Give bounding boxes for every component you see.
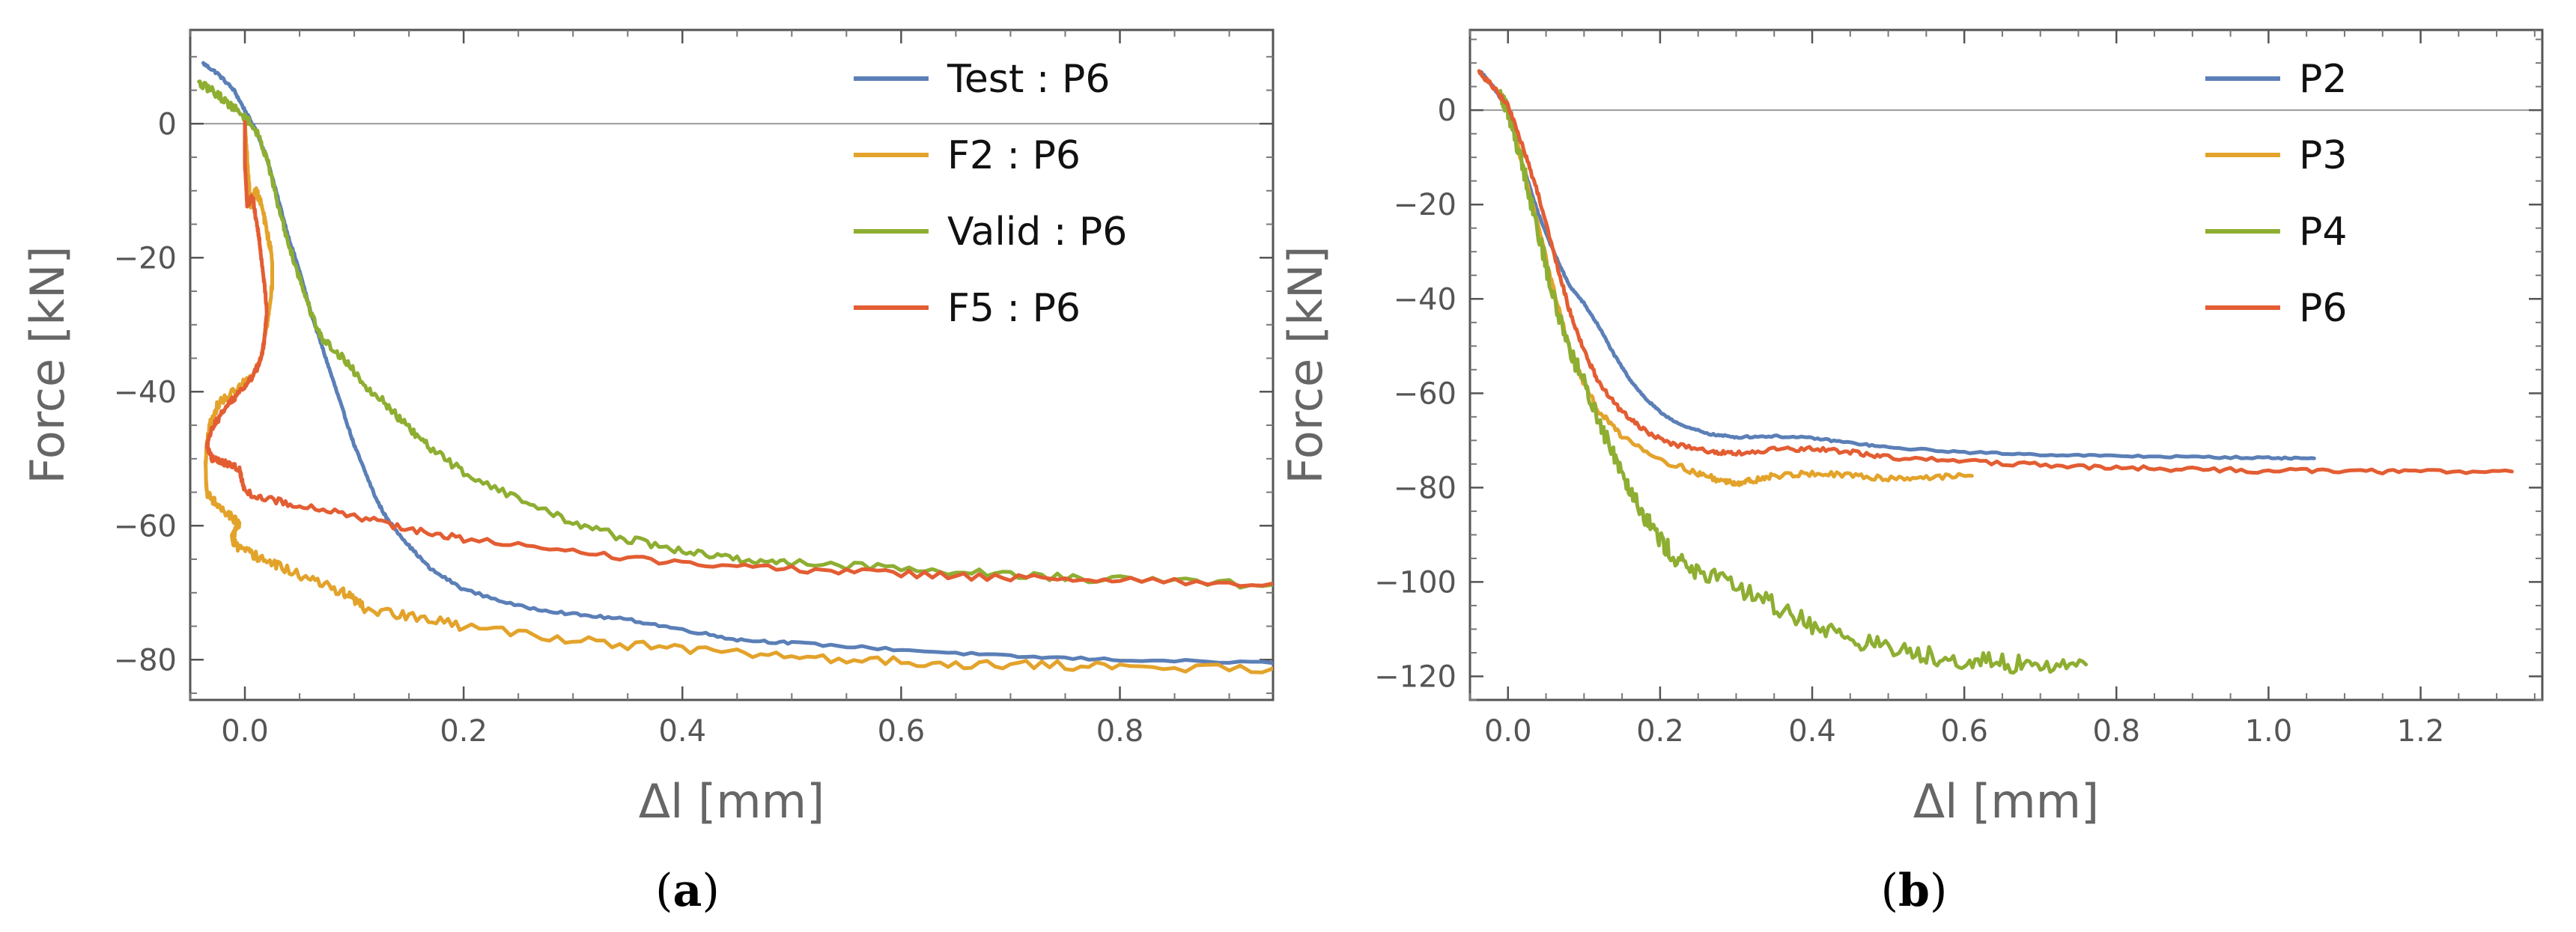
- y-tick-label: −20: [1394, 188, 1456, 222]
- x-axis-title: Δl [mm]: [1913, 774, 2100, 829]
- y-tick-label: −80: [1394, 471, 1456, 505]
- series-line-f2-p6: [203, 120, 1273, 674]
- legend: Test : P6 F2 : P6 Valid : P6 F5 : P6: [854, 57, 1127, 331]
- series-line-p6: [1477, 69, 2514, 476]
- plot-frame: [189, 28, 1275, 701]
- legend-label: P6: [2299, 286, 2347, 331]
- subfigure-caption: (b): [1881, 865, 1948, 917]
- y-axis-title: Force [kN]: [20, 246, 75, 484]
- y-axis-title: Force [kN]: [1278, 246, 1333, 484]
- y-tick-label: −60: [1394, 377, 1456, 411]
- x-tick-label: 0.6: [1940, 714, 1988, 749]
- y-tick-label: −20: [114, 241, 177, 275]
- y-tick-label: 0: [158, 107, 177, 141]
- y-tick-label: −100: [1374, 565, 1456, 600]
- series-line-p2: [1479, 70, 2316, 461]
- legend-label: Test : P6: [947, 57, 1110, 102]
- x-tick-label: 1.2: [2397, 714, 2445, 749]
- legend-label: P3: [2299, 133, 2347, 178]
- legend-label: F2 : P6: [947, 133, 1081, 178]
- x-tick-label: 1.0: [2245, 714, 2293, 749]
- series-line-p3: [1498, 92, 1974, 487]
- x-tick-label: 0.2: [440, 714, 487, 749]
- legend-label: P2: [2299, 57, 2347, 102]
- x-tick-label: 0.4: [658, 714, 706, 749]
- series-line-p4: [1498, 88, 2089, 675]
- x-tick-label: 0.2: [1636, 714, 1684, 749]
- y-tick-label: −40: [114, 375, 177, 409]
- y-tick-label: −60: [114, 509, 177, 543]
- y-tick-label: −40: [1394, 282, 1456, 317]
- y-tick-label: −80: [114, 643, 177, 677]
- series-line-test-p6: [201, 61, 1273, 666]
- x-tick-label: 0.0: [1484, 714, 1532, 749]
- y-tick-label: −120: [1374, 660, 1456, 694]
- x-tick-label: 0.4: [1788, 714, 1836, 749]
- plot-frame: [1468, 28, 2544, 701]
- x-tick-label: 0.8: [2092, 714, 2140, 749]
- series-line-valid-p6: [197, 79, 1273, 590]
- chart-b: 0.0 0.2 0.4 0.6 0.8 1.0 1.2 0 −20 −40 −60 −80 −100 −1…: [1278, 28, 2544, 917]
- x-axis-title: Δl [mm]: [639, 774, 825, 829]
- chart-a: 0.0 0.2 0.4 0.6 0.8 0 −20 −40 −60 −80 Δl [mm] Force…: [20, 28, 1275, 917]
- legend-label: F5 : P6: [947, 286, 1081, 331]
- x-tick-label: 0.8: [1096, 714, 1144, 749]
- subfigure-caption: (a): [655, 865, 720, 917]
- legend-label: P4: [2299, 210, 2347, 255]
- y-tick-label: 0: [1438, 94, 1456, 128]
- legend: P2 P3 P4 P6: [2205, 57, 2347, 331]
- legend-label: Valid : P6: [947, 210, 1127, 255]
- series-line-f5-p6: [204, 120, 1273, 588]
- x-tick-label: 0.6: [878, 714, 926, 749]
- x-tick-label: 0.0: [221, 714, 269, 749]
